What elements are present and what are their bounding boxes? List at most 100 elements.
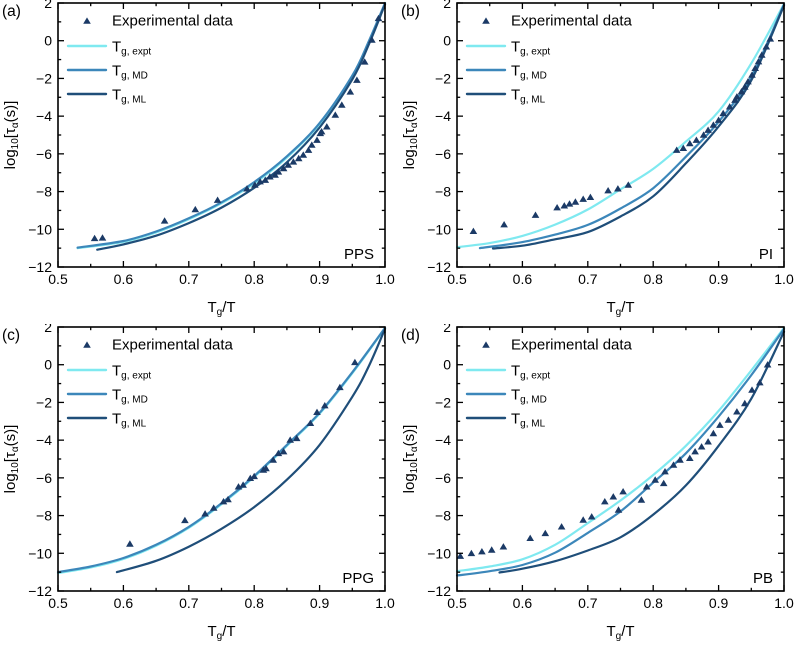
x-tick-label: 0.9 <box>310 271 330 287</box>
y-tick-label: −10 <box>427 221 451 237</box>
experimental-point <box>243 185 251 192</box>
curve-tg-ml <box>115 327 387 574</box>
experimental-point <box>500 221 508 228</box>
experimental-point <box>686 454 694 461</box>
experimental-point <box>299 151 308 158</box>
experimental-point <box>733 93 741 100</box>
y-tick-label: −12 <box>427 583 451 599</box>
x-tick-label: 0.6 <box>513 271 533 287</box>
experimental-point <box>213 196 222 203</box>
y-axis-label: log10[τα(s)] <box>401 425 420 494</box>
plot-frame <box>57 326 386 592</box>
experimental-point <box>704 438 712 445</box>
curve-tg-ml <box>498 330 786 574</box>
y-tick-label: −6 <box>435 470 451 486</box>
y-tick-label: 2 <box>44 324 52 335</box>
experimental-point <box>731 96 739 103</box>
y-tick-label: −10 <box>427 545 451 561</box>
x-tick-label: 0.8 <box>244 271 264 287</box>
plot-pps: 0.5 0.6 0.7 0.8 0.9 1.0 2 0 −2 −4 −6 −8 −10 −12 Tg/T lo… <box>2 0 395 318</box>
experimental-point <box>456 552 465 559</box>
experimental-point <box>709 121 718 128</box>
axis-ticks <box>57 2 386 268</box>
y-tick-label: −4 <box>435 432 451 448</box>
polymer-label: PPG <box>342 570 374 587</box>
experimental-point <box>669 461 678 468</box>
legend-item-label: Tg, ML <box>511 87 546 106</box>
experimental-point <box>686 139 694 147</box>
y-tick-label: −4 <box>435 108 451 124</box>
experimental-point <box>741 83 749 90</box>
experimental-point <box>714 116 723 123</box>
y-tick-label: −2 <box>36 70 52 86</box>
legend-item-label: Tg, MD <box>112 63 148 82</box>
experimental-point <box>304 146 313 153</box>
experimental-point <box>586 193 595 200</box>
experimental-point <box>160 217 169 224</box>
experimental-point <box>279 448 288 455</box>
experimental-point <box>478 548 486 555</box>
y-tick-label: 0 <box>44 33 52 49</box>
experimental-point <box>557 523 566 530</box>
experimental-point <box>346 88 355 95</box>
experimental-point <box>763 361 772 368</box>
y-tick-label: −10 <box>28 221 52 237</box>
experimental-point <box>725 103 734 110</box>
experimental-point <box>672 146 681 153</box>
experimental-point <box>716 421 724 428</box>
experimental-point <box>553 204 561 211</box>
experimental-point <box>246 474 255 481</box>
experimental-point <box>733 408 741 415</box>
experimental-point <box>691 448 699 455</box>
curve-tg-expt <box>56 327 387 575</box>
x-tick-label: 0.9 <box>709 271 729 287</box>
x-tick-label: 0.7 <box>179 271 199 287</box>
experimental-point <box>313 136 321 143</box>
experimental-point <box>321 402 329 409</box>
y-tick-label: 0 <box>44 357 52 373</box>
experimental-point <box>756 379 764 386</box>
experimental-points <box>456 361 772 559</box>
experimental-point <box>719 109 727 117</box>
experimental-point <box>699 131 708 138</box>
curve-tg-ml <box>96 3 387 251</box>
experimental-point <box>353 76 361 83</box>
x-tick-label: 0.6 <box>114 271 134 287</box>
experimental-point <box>360 58 369 65</box>
experimental-point <box>619 488 627 495</box>
panel-c: 0.5 0.6 0.7 0.8 0.9 1.0 2 0 −2 −4 −6 −8 −10 −12 Tg/T lo… <box>0 324 399 648</box>
x-tick-label: 0.8 <box>244 595 264 611</box>
x-tick-label: 0.7 <box>578 271 598 287</box>
experimental-point <box>614 185 622 192</box>
polymer-label: PI <box>759 246 773 263</box>
legend-item-label: Experimental data <box>511 337 633 354</box>
legend-item-label: Tg, MD <box>112 387 148 406</box>
x-tick-label: 0.8 <box>643 271 663 287</box>
experimental-point <box>766 35 775 42</box>
experimental-points <box>90 14 383 242</box>
y-tick-label: −6 <box>36 146 52 162</box>
legend-item-label: Experimental data <box>112 13 234 30</box>
experimental-point <box>709 429 718 437</box>
polymer-label: PPS <box>344 246 374 263</box>
panel-letter: (d) <box>401 327 420 344</box>
experimental-point <box>469 227 478 234</box>
legend-item-label: Tg, expt <box>511 363 550 382</box>
polymer-label: PB <box>753 570 773 587</box>
experimental-point <box>338 101 346 108</box>
experimental-point <box>98 234 107 241</box>
legend: Experimental data Tg, expt Tg, MD Tg, ML <box>465 337 633 430</box>
experimental-point <box>487 546 496 553</box>
experimental-point <box>201 510 209 517</box>
x-tick-label: 0.6 <box>513 595 533 611</box>
experimental-point <box>467 549 476 557</box>
experimental-point <box>284 161 292 168</box>
y-tick-label: −6 <box>36 470 52 486</box>
experimental-point <box>754 58 763 65</box>
legend-item-label: Experimental data <box>511 13 633 30</box>
experimental-point <box>336 383 344 391</box>
experimental-point <box>292 434 301 442</box>
axis-ticks <box>456 2 785 268</box>
experimental-point <box>601 498 609 505</box>
x-tick-label: 0.5 <box>48 271 68 287</box>
